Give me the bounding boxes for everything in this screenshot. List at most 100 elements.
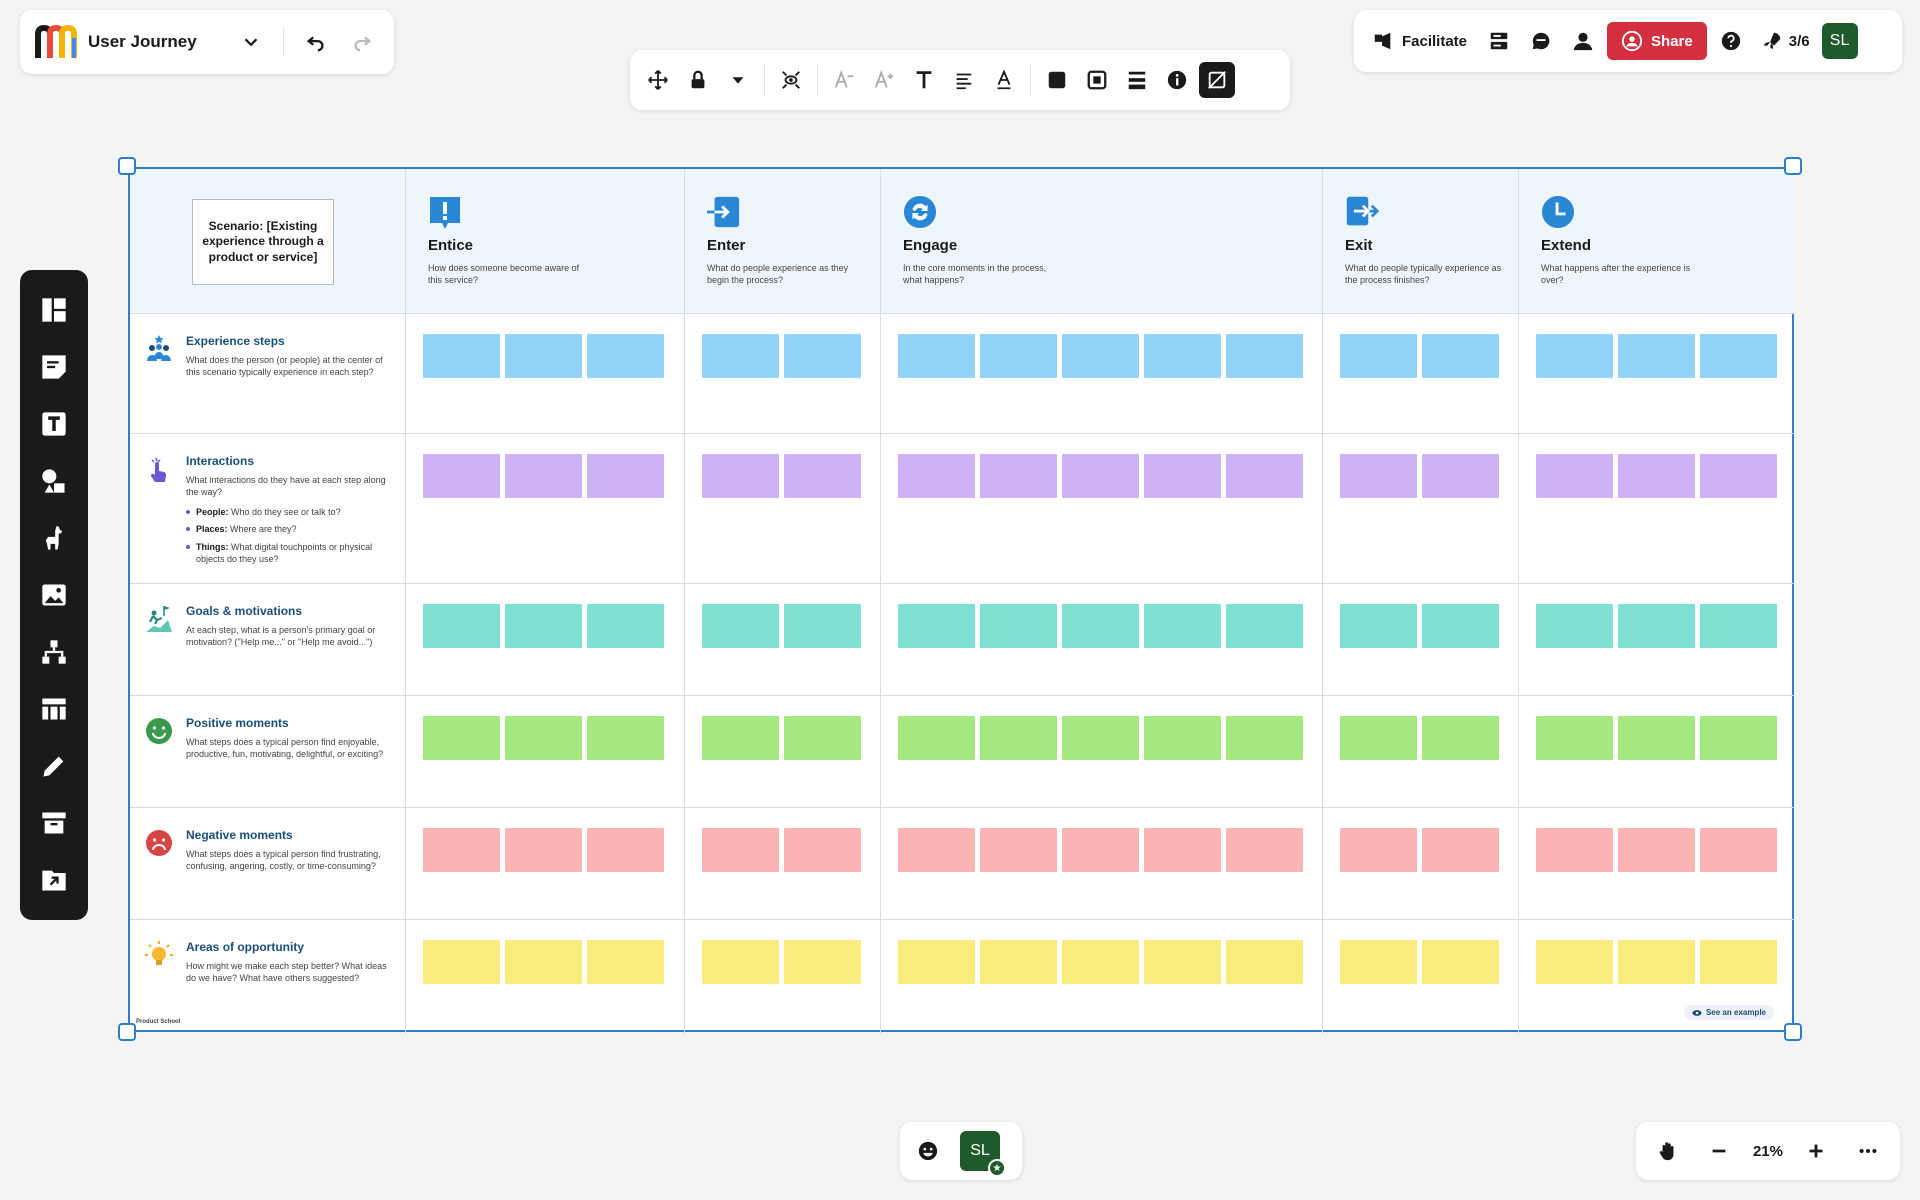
sticky-note[interactable] [1700,454,1777,498]
more-options-icon[interactable] [1850,1133,1886,1169]
sticky-note[interactable] [1226,828,1303,872]
sticky-note[interactable] [1618,940,1695,984]
move-icon[interactable] [640,62,676,98]
table-icon[interactable] [34,689,74,729]
text-style-icon[interactable] [906,62,942,98]
sticky-note[interactable] [1536,454,1613,498]
sticky-note[interactable] [1618,454,1695,498]
user-icon[interactable] [1565,23,1601,59]
sticky-note[interactable] [1144,604,1221,648]
sticky-note[interactable] [587,454,664,498]
resize-handle-tr[interactable] [1784,157,1802,175]
focus-eye-icon[interactable] [773,62,809,98]
sticky-note[interactable] [784,716,861,760]
sticky-note[interactable] [702,828,779,872]
sticky-note[interactable] [898,940,975,984]
hand-pan-icon[interactable] [1650,1133,1686,1169]
sticky-note[interactable] [423,940,500,984]
sticky-note[interactable] [702,716,779,760]
sticky-note[interactable] [1226,454,1303,498]
line-weight-icon[interactable] [1119,62,1155,98]
sticky-note[interactable] [1062,716,1139,760]
sticky-note[interactable] [505,828,582,872]
sticky-note[interactable] [1700,940,1777,984]
sticky-note[interactable] [1618,716,1695,760]
see-example-button[interactable]: See an example [1683,1005,1774,1020]
sticky-note[interactable] [1144,716,1221,760]
sticky-note[interactable] [1536,828,1613,872]
sticky-note[interactable] [898,604,975,648]
sticky-note[interactable] [1340,940,1417,984]
sticky-note[interactable] [1700,334,1777,378]
journey-map-board[interactable]: Scenario: [Existing experience through a… [128,167,1794,1034]
sticky-note[interactable] [587,334,664,378]
facilitate-button[interactable]: Facilitate [1364,23,1475,59]
increase-font-icon[interactable] [866,62,902,98]
sticky-note[interactable] [505,334,582,378]
user-avatar[interactable]: SL [1821,23,1858,59]
pen-icon[interactable] [34,746,74,786]
no-fill-icon[interactable] [1199,62,1235,98]
sticky-note[interactable] [587,604,664,648]
sticky-note[interactable] [1536,940,1613,984]
sticky-note[interactable] [784,604,861,648]
sticky-note[interactable] [587,940,664,984]
sticky-note[interactable] [587,828,664,872]
sticky-note[interactable] [1144,828,1221,872]
sticky-note[interactable] [423,828,500,872]
presenter-avatar[interactable]: SL ★ [960,1131,1006,1177]
shapes-icon[interactable] [34,461,74,501]
sticky-note[interactable] [1536,716,1613,760]
sticky-note[interactable] [423,454,500,498]
sticky-note[interactable] [1226,940,1303,984]
redo-icon[interactable] [344,24,380,60]
sticky-note[interactable] [980,940,1057,984]
zoom-in-icon[interactable] [1798,1133,1834,1169]
sticky-note[interactable] [1226,334,1303,378]
zoom-level[interactable]: 21% [1752,1142,1783,1160]
sticky-note[interactable] [1144,454,1221,498]
sticky-note[interactable] [505,604,582,648]
text-tool-icon[interactable] [34,404,74,444]
sticky-note[interactable] [898,828,975,872]
sticky-note[interactable] [1062,604,1139,648]
sticky-note[interactable] [980,604,1057,648]
sticky-note[interactable] [784,454,861,498]
sticky-note[interactable] [980,454,1057,498]
sticky-note[interactable] [1422,604,1499,648]
sticky-note[interactable] [1340,716,1417,760]
text-color-icon[interactable] [986,62,1022,98]
sticky-note[interactable] [505,716,582,760]
sticky-note[interactable] [1226,716,1303,760]
templates-icon[interactable] [34,290,74,330]
emoji-icon[interactable] [910,1133,946,1169]
zoom-out-icon[interactable] [1701,1133,1737,1169]
sticky-note[interactable] [702,940,779,984]
board-title[interactable]: User Journey [88,32,197,51]
border-style-icon[interactable] [1079,62,1115,98]
info-icon[interactable] [1159,62,1195,98]
diagram-icon[interactable] [34,632,74,672]
sticky-note[interactable] [980,716,1057,760]
share-button[interactable]: Share [1607,22,1707,60]
sticky-note[interactable] [1618,604,1695,648]
sticky-note[interactable] [1536,334,1613,378]
sticky-note[interactable] [1422,454,1499,498]
sticky-note[interactable] [702,604,779,648]
align-left-icon[interactable] [946,62,982,98]
help-icon[interactable] [1713,23,1749,59]
sticky-note[interactable] [423,334,500,378]
presentation-counter[interactable]: 3/6 [1755,30,1816,52]
sticky-note[interactable] [980,334,1057,378]
chevron-down-icon[interactable] [233,24,269,60]
llama-icon[interactable] [34,518,74,558]
sticky-note[interactable] [1700,828,1777,872]
sticky-note[interactable] [1340,454,1417,498]
decrease-font-icon[interactable] [826,62,862,98]
sticky-note[interactable] [1226,604,1303,648]
sticky-note[interactable] [1618,828,1695,872]
sticky-note[interactable] [1536,604,1613,648]
resize-handle-bl[interactable] [118,1023,136,1041]
sticky-note[interactable] [898,334,975,378]
sticky-note[interactable] [784,940,861,984]
